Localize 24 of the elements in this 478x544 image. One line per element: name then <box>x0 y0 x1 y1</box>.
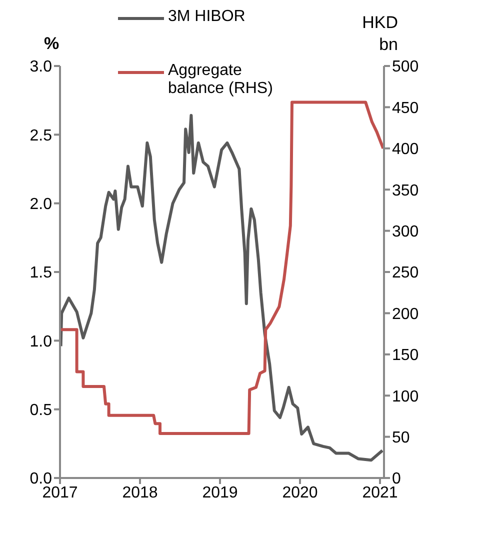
y-tick-label: 1.5 <box>30 264 52 282</box>
x-tick-label: 2017 <box>42 484 78 502</box>
y-tick-label: 1.0 <box>30 333 52 350</box>
y2-tick-label: 200 <box>392 306 419 323</box>
y2-tick-label: 350 <box>392 182 419 200</box>
y-tick-label: 2.5 <box>30 127 52 144</box>
y2-tick-label: 100 <box>392 388 419 406</box>
y2-tick-label: 50 <box>392 429 410 446</box>
y2-tick-label: 450 <box>392 100 419 117</box>
x-tick-label: 2020 <box>282 484 318 502</box>
y2-tick-label: 150 <box>392 347 419 364</box>
y-tick-label: 0.5 <box>30 402 52 420</box>
y2-tick-label: 250 <box>392 264 419 282</box>
y2-tick-label: 400 <box>392 141 419 158</box>
y-tick-label: 2.0 <box>30 196 52 214</box>
legend-label: Aggregate balance (RHS) <box>168 62 274 98</box>
x-tick-label: 2018 <box>122 484 158 502</box>
y2-axis-title: HKD bn <box>361 12 398 56</box>
y2-tick-label: 300 <box>392 223 419 240</box>
y2-tick-label: 500 <box>392 58 419 76</box>
y-tick-label: 3.0 <box>30 58 52 76</box>
y-axis-title: % <box>44 34 60 54</box>
legend-label: 3M HIBOR <box>168 8 246 26</box>
x-tick-label: 2019 <box>202 484 238 502</box>
